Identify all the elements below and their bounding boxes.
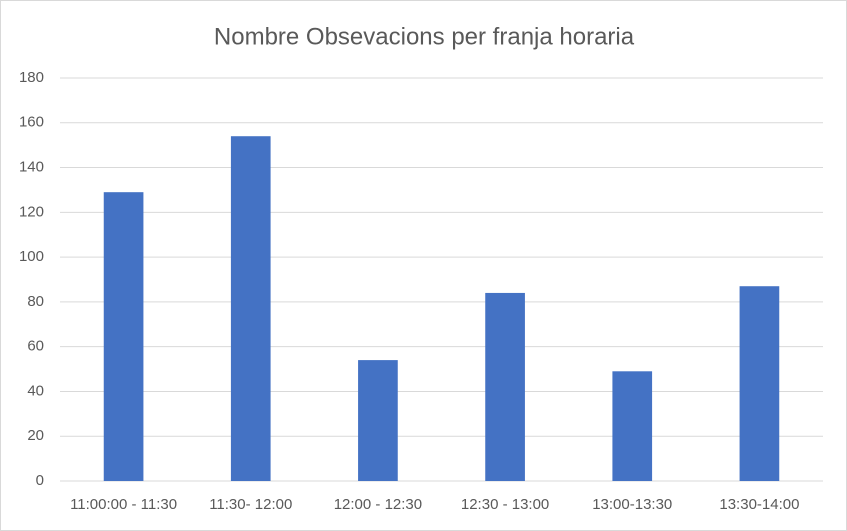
x-tick-label: 12:30 - 13:00 [461,496,549,513]
bar [612,371,653,481]
y-tick-label: 100 [19,248,44,265]
y-tick-label: 160 [19,114,44,131]
bar [230,136,271,481]
y-tick-label: 40 [27,382,44,399]
y-tick-label: 60 [27,338,44,355]
bar [485,292,525,481]
y-tick-label: 180 [19,69,44,86]
y-tick-label: 140 [19,159,44,176]
x-tick-label: 11:00:00 - 11:30 [70,496,177,513]
y-tick-label: 120 [19,203,44,220]
chart-title: Nombre Obsevacions per franja horaria [214,23,635,50]
x-tick-label: 11:30- 12:00 [209,496,292,513]
x-tick-label: 13:00-13:30 [592,496,672,513]
x-tick-label: 12:00 - 12:30 [334,496,422,513]
y-tick-label: 20 [27,427,44,444]
y-tick-label: 80 [27,293,44,310]
y-tick-label: 0 [36,472,44,489]
x-tick-label: 13:30-14:00 [719,496,799,513]
bar [358,360,398,481]
bar [739,286,780,481]
bar [103,192,144,481]
